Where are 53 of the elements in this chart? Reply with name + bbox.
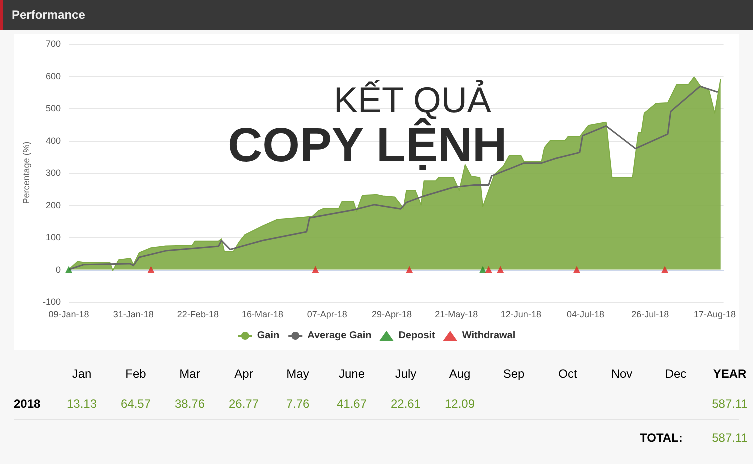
y-tick-label: 200 <box>46 200 61 210</box>
x-tick-label: 12-Jun-18 <box>500 310 542 320</box>
category-label: Dec <box>664 367 688 381</box>
data-label: 26.77 <box>228 397 260 411</box>
legend-label: Gain <box>257 330 280 342</box>
chart-title: Performance <box>12 8 86 22</box>
x-tick-label: 26-Jul-18 <box>632 310 670 320</box>
y-tick-label: 0 <box>56 264 61 275</box>
x-tick-label: 22-Feb-18 <box>177 310 219 320</box>
x-tick-label: 16-Mar-18 <box>242 310 284 320</box>
data-label: 7.76 <box>285 397 311 411</box>
category-label: June <box>338 367 366 381</box>
y-tick-label: 100 <box>46 232 61 242</box>
y-tick-label: 600 <box>46 71 61 82</box>
category-label: Apr <box>234 367 254 381</box>
data-label: 41.67 <box>336 397 368 411</box>
category-label: Sep <box>502 367 526 381</box>
y-tick-label: 300 <box>46 168 61 178</box>
data-label: 587.11 <box>711 397 749 411</box>
x-tick-label: 07-Apr-18 <box>307 310 348 320</box>
category-label: July <box>394 367 418 381</box>
x-tick-label: 29-Apr-18 <box>372 310 412 320</box>
category-label: Oct <box>558 367 578 381</box>
data-label: 38.76 <box>174 397 206 411</box>
x-tick-label: 09-Jan-18 <box>48 310 90 320</box>
y-tick-label: 400 <box>46 136 61 146</box>
category-label: 2018 <box>14 397 41 411</box>
category-label: YEAR <box>712 367 748 381</box>
x-tick-label: 21-May-18 <box>435 310 478 320</box>
category-label: Feb <box>124 367 148 381</box>
y-tick-label: 500 <box>46 104 61 114</box>
category-label: Aug <box>448 367 472 381</box>
data-label: 12.09 <box>444 397 476 411</box>
category-label: May <box>286 367 310 381</box>
text: TOTAL: <box>640 431 683 445</box>
legend-label: Deposit <box>398 330 436 342</box>
data-label: 64.57 <box>120 397 152 411</box>
x-tick-label: 04-Jul-18 <box>567 310 605 320</box>
x-tick-label: 17-Aug-18 <box>694 310 736 320</box>
category-label: Mar <box>178 367 202 381</box>
annotation: KẾT QUẢ <box>334 80 492 120</box>
y-tick-label: -100 <box>42 297 61 307</box>
legend-label: Withdrawal <box>462 330 516 342</box>
y-tick-label: 700 <box>46 39 61 49</box>
y-axis-title: Percentage (%) <box>22 142 32 204</box>
legend-label: Average Gain <box>308 330 372 342</box>
category-label: Jan <box>71 367 93 381</box>
x-tick-label: 31-Jan-18 <box>113 310 154 320</box>
annotation: COPY LỆNH <box>228 118 508 172</box>
data-label: 13.13 <box>66 397 98 411</box>
text: 587.11 <box>711 431 749 445</box>
data-label: 22.61 <box>390 397 422 411</box>
category-label: Nov <box>610 367 634 381</box>
